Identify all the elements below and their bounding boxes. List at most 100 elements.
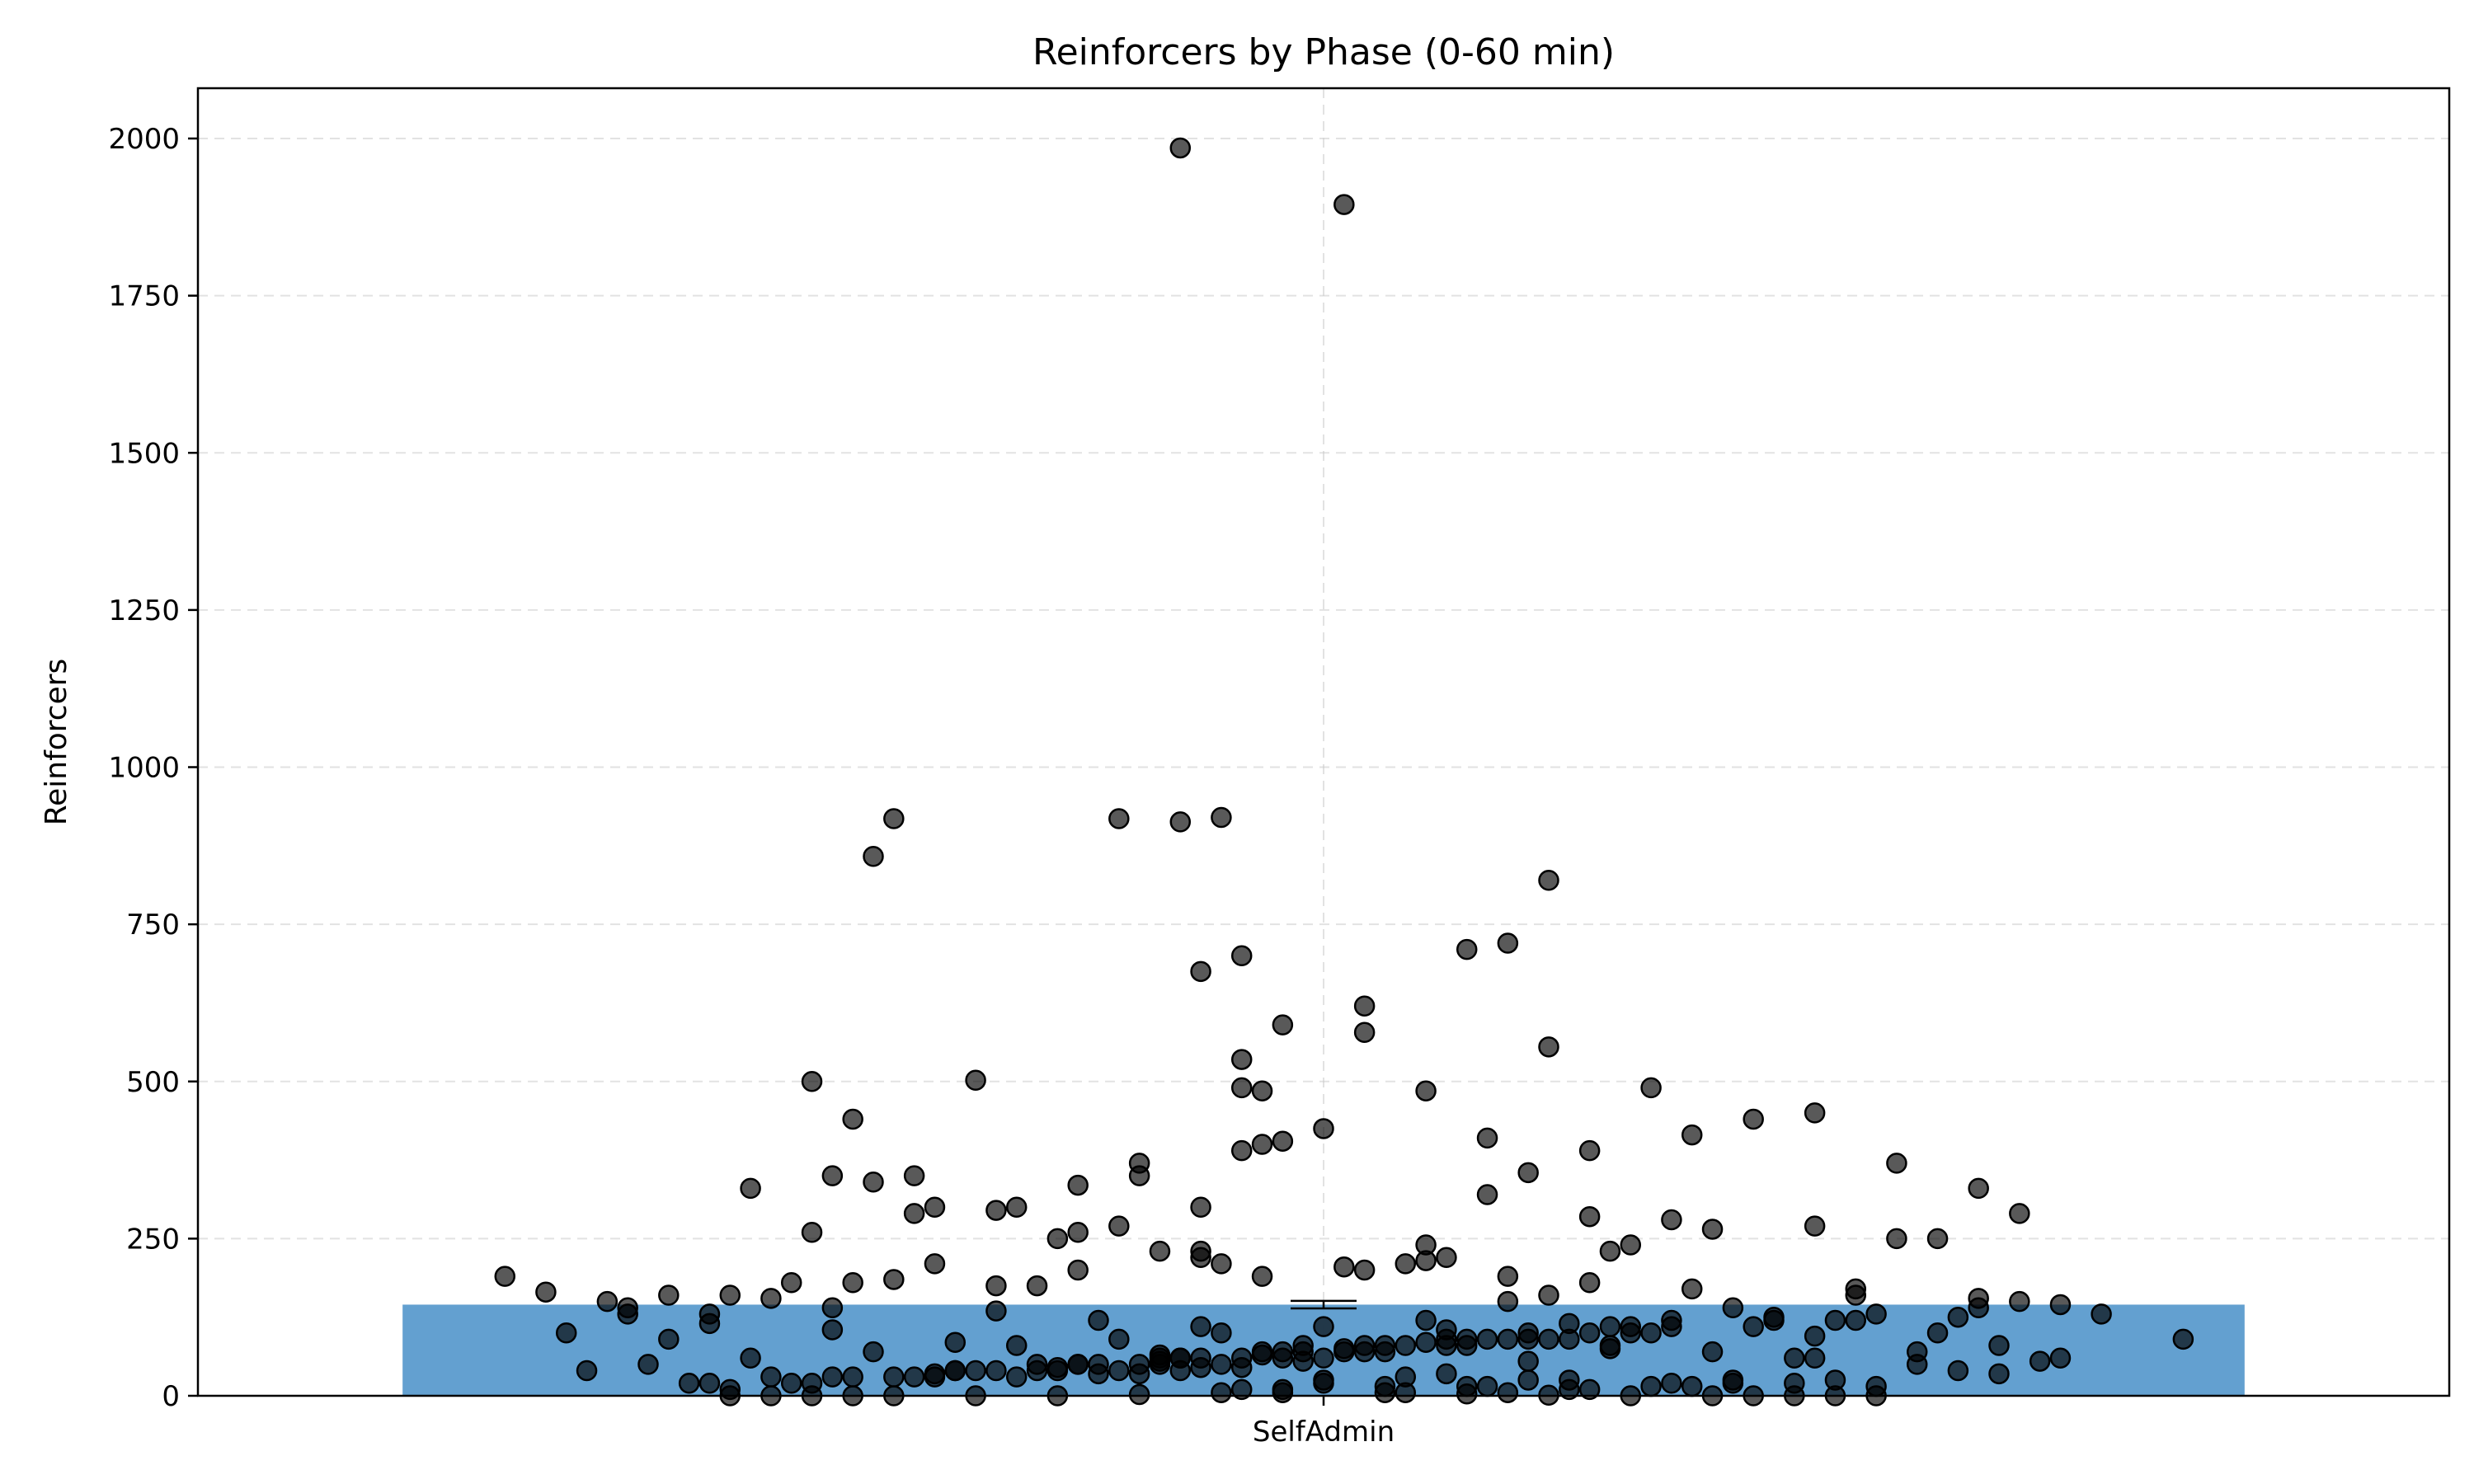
scatter-point xyxy=(863,1172,884,1193)
scatter-point xyxy=(842,1366,863,1388)
scatter-point xyxy=(1620,1234,1642,1256)
y-tick-label: 250 xyxy=(126,1223,180,1256)
scatter-point xyxy=(494,1266,516,1287)
scatter-point xyxy=(1333,194,1355,215)
scatter-point xyxy=(2091,1303,2112,1325)
y-axis-label: Reinforcers xyxy=(40,659,73,826)
scatter-point xyxy=(1149,1240,1171,1262)
scatter-point xyxy=(1517,1322,1539,1344)
y-tick-label: 1250 xyxy=(108,594,180,627)
scatter-point xyxy=(1436,1363,1457,1385)
y-tick-label: 2000 xyxy=(108,123,180,156)
scatter-point xyxy=(1005,1335,1028,1356)
scatter-point xyxy=(1211,1253,1232,1275)
scatter-point xyxy=(821,1165,844,1186)
scatter-point xyxy=(1067,1174,1089,1196)
scatter-point xyxy=(1476,1375,1498,1397)
scatter-point xyxy=(1517,1162,1539,1184)
scatter-point xyxy=(1578,1205,1601,1228)
scatter-point xyxy=(1804,1347,1826,1369)
scatter-point xyxy=(1230,1356,1253,1378)
scatter-point xyxy=(1230,1077,1253,1099)
scatter-point xyxy=(1088,1309,1109,1331)
scatter-point xyxy=(1374,1375,1396,1397)
scatter-point xyxy=(1620,1322,1642,1344)
scatter-point xyxy=(678,1373,700,1394)
scatter-point xyxy=(1456,1383,1478,1405)
x-tick-label: SelfAdmin xyxy=(1253,1416,1395,1449)
scatter-point xyxy=(1538,1036,1559,1058)
scatter-point xyxy=(1067,1222,1089,1243)
scatter-point xyxy=(1988,1335,2010,1356)
scatter-point xyxy=(617,1297,638,1318)
scatter-point xyxy=(985,1200,1007,1221)
scatter-point xyxy=(1497,1382,1519,1403)
scatter-point xyxy=(1926,1322,1949,1344)
scatter-point xyxy=(1313,1316,1334,1337)
scatter-point xyxy=(1538,1284,1559,1306)
scatter-point xyxy=(658,1284,680,1306)
scatter-point xyxy=(1251,1080,1273,1101)
scatter-point xyxy=(1456,1328,1478,1350)
scatter-point xyxy=(1497,1328,1519,1350)
scatter-point xyxy=(821,1319,844,1341)
scatter-point xyxy=(1661,1316,1682,1337)
scatter-point xyxy=(1230,1049,1253,1070)
y-tick-label: 0 xyxy=(162,1380,180,1413)
scatter-point xyxy=(1968,1288,1989,1309)
scatter-point xyxy=(1353,1259,1376,1281)
scatter-point xyxy=(1743,1316,1764,1337)
scatter-point xyxy=(1169,811,1192,833)
scatter-point xyxy=(1845,1309,1867,1331)
scatter-point xyxy=(596,1290,618,1313)
y-tick-label: 750 xyxy=(126,909,180,942)
scatter-point xyxy=(1886,1228,1907,1250)
scatter-point xyxy=(2172,1328,2194,1350)
scatter-point xyxy=(1968,1177,1989,1200)
scatter-point xyxy=(1190,1356,1211,1378)
scatter-point xyxy=(1415,1250,1437,1271)
scatter-point xyxy=(863,1341,884,1363)
scatter-point xyxy=(1476,1184,1498,1205)
scatter-point xyxy=(1517,1369,1539,1391)
scatter-point xyxy=(1026,1275,1048,1297)
scatter-point xyxy=(1190,1196,1211,1218)
scatter-point xyxy=(1047,1228,1069,1250)
scatter-point xyxy=(1559,1369,1580,1391)
scatter-point xyxy=(1578,1378,1601,1401)
y-tick-label: 500 xyxy=(126,1066,180,1099)
scatter-point xyxy=(1211,1354,1232,1375)
scatter-point xyxy=(1353,995,1376,1017)
scatter-point xyxy=(1947,1306,1969,1328)
scatter-point xyxy=(1169,1360,1192,1382)
scatter-point xyxy=(985,1300,1007,1322)
scatter-point xyxy=(903,1203,925,1224)
scatter-point xyxy=(924,1196,946,1218)
scatter-point xyxy=(1415,1309,1437,1331)
scatter-point xyxy=(1599,1240,1621,1262)
scatter-point xyxy=(1640,1077,1662,1099)
scatter-point xyxy=(780,1272,802,1294)
scatter-point xyxy=(658,1328,680,1350)
scatter-point xyxy=(1476,1127,1498,1149)
scatter-point xyxy=(1230,945,1253,966)
scatter-point xyxy=(883,808,905,829)
scatter-point xyxy=(924,1363,946,1385)
scatter-point xyxy=(1681,1278,1703,1300)
scatter-point xyxy=(1333,1338,1355,1360)
scatter-point xyxy=(1149,1344,1171,1366)
scatter-point xyxy=(1128,1363,1150,1385)
scatter-point xyxy=(1313,1118,1334,1139)
scatter-point xyxy=(1415,1080,1437,1101)
scatter-point xyxy=(1661,1209,1682,1231)
scatter-point xyxy=(698,1313,721,1335)
scatter-point xyxy=(1947,1360,1969,1382)
scatter-point xyxy=(780,1373,802,1394)
scatter-point xyxy=(903,1165,925,1186)
scatter-point xyxy=(1804,1325,1826,1347)
scatter-point xyxy=(944,1360,967,1382)
scatter-point xyxy=(1108,1360,1130,1382)
scatter-point xyxy=(1640,1322,1662,1344)
